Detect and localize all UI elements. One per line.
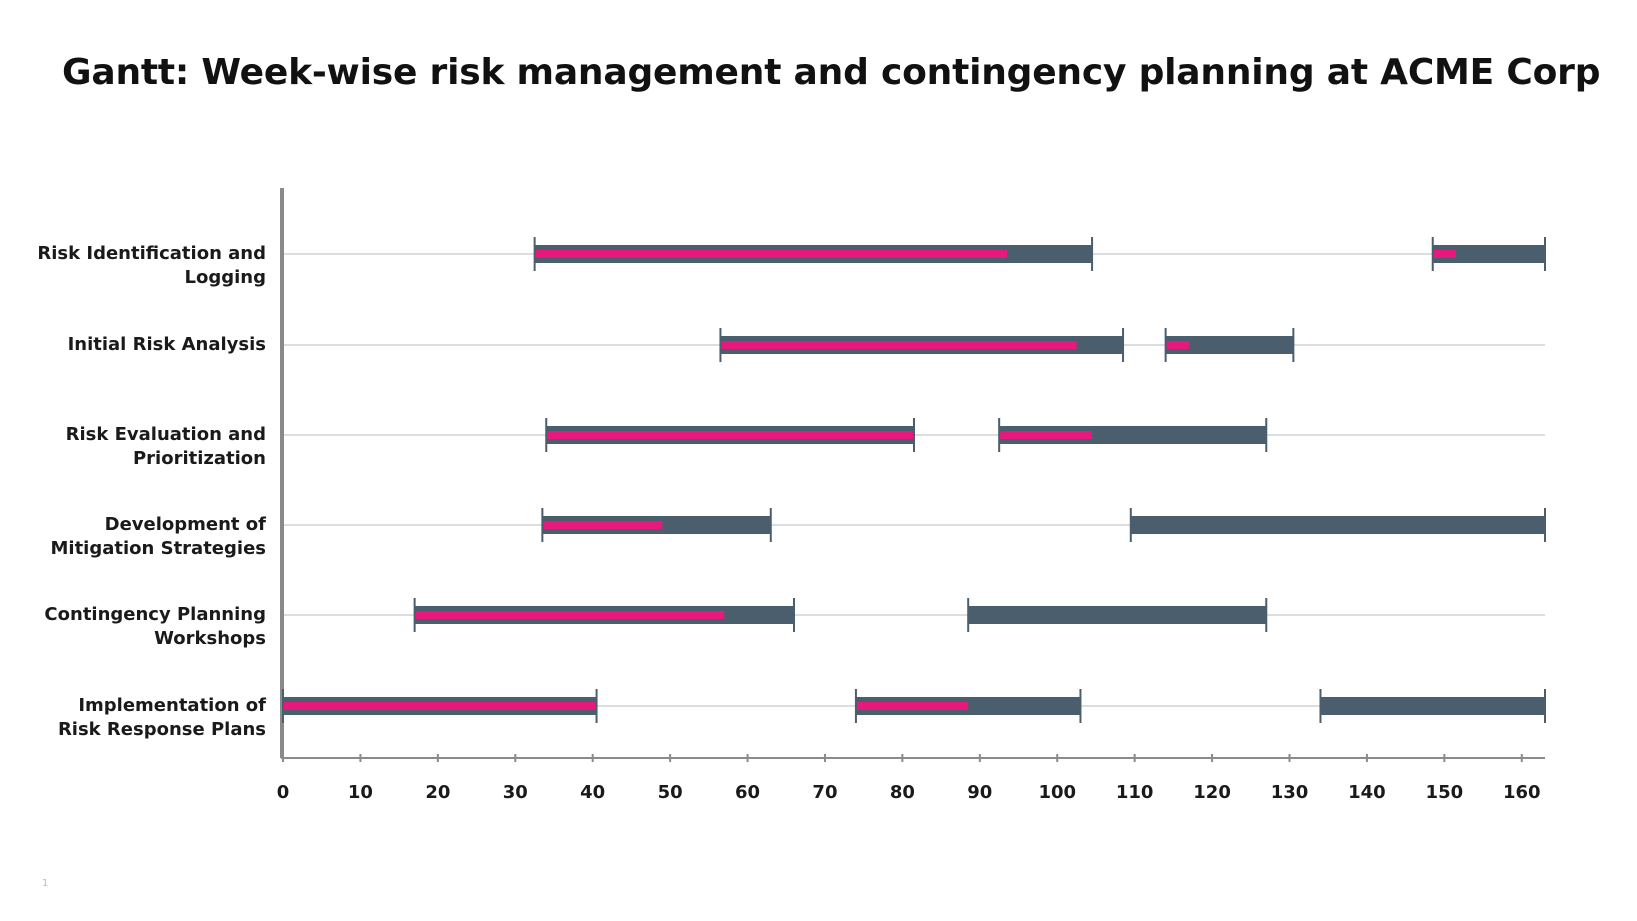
x-tick-label: 40	[580, 782, 605, 803]
x-tick-label: 120	[1193, 782, 1231, 803]
planned-bar	[1165, 336, 1294, 354]
task-label: Development of Mitigation Strategies	[50, 514, 267, 559]
x-tick-label: 50	[658, 782, 683, 803]
progress-bar	[720, 341, 1077, 349]
task-label: Risk Identification and Logging	[37, 243, 266, 288]
progress-bar	[542, 521, 663, 529]
x-tick-label: 100	[1038, 782, 1076, 803]
x-tick-label: 30	[503, 782, 528, 803]
task-label: Risk Evaluation and Prioritization	[65, 424, 266, 469]
x-tick-label: 140	[1348, 782, 1386, 803]
progress-bar	[1165, 341, 1189, 349]
progress-bar	[414, 611, 725, 619]
progress-bar	[999, 431, 1093, 439]
task-label: Initial Risk Analysis	[67, 334, 266, 355]
progress-bar	[1432, 250, 1456, 258]
planned-bar	[968, 606, 1267, 624]
x-tick-label: 160	[1503, 782, 1541, 803]
x-tick-label: 80	[890, 782, 915, 803]
task-label: Implementation of Risk Response Plans	[57, 695, 266, 740]
x-tick-label: 90	[967, 782, 992, 803]
x-tick-label: 150	[1426, 782, 1464, 803]
x-tick-label: 60	[735, 782, 760, 803]
x-tick-label: 20	[425, 782, 450, 803]
planned-bar	[1130, 516, 1545, 534]
progress-bar	[534, 250, 1007, 258]
task-label: Contingency Planning Workshops	[44, 604, 266, 649]
planned-bar	[1432, 245, 1545, 263]
page-number: 1	[42, 878, 49, 889]
x-tick-label: 110	[1116, 782, 1154, 803]
x-tick-label: 10	[348, 782, 373, 803]
x-tick-label: 0	[277, 782, 290, 803]
chart-title: Gantt: Week-wise risk management and con…	[62, 52, 1601, 93]
progress-bar	[283, 702, 597, 710]
x-tick-label: 70	[812, 782, 837, 803]
x-tick-label: 130	[1271, 782, 1309, 803]
progress-bar	[546, 431, 914, 439]
progress-bar	[855, 702, 969, 710]
planned-bar	[999, 426, 1267, 444]
planned-bar	[1320, 697, 1545, 715]
